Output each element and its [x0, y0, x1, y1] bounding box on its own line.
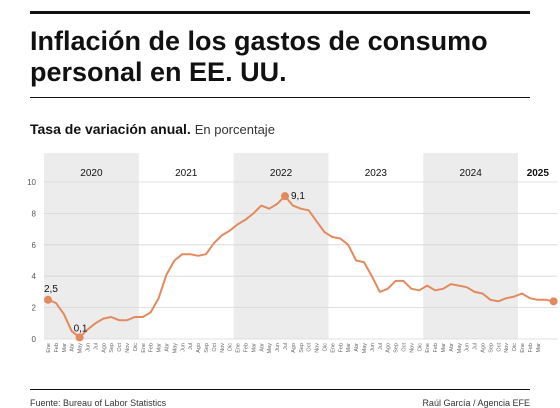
- x-tick-label: Dic: [228, 343, 234, 351]
- year-label: 2024: [460, 168, 483, 179]
- x-tick-label: May: [457, 343, 463, 354]
- x-tick-label: Ene: [141, 343, 147, 353]
- year-label: 2021: [175, 168, 198, 179]
- x-tick-label: Jul: [188, 343, 194, 350]
- x-tick-label: Feb: [244, 343, 250, 352]
- x-tick-label: Mar: [157, 343, 163, 353]
- x-tick-label: Abr: [354, 343, 360, 352]
- page-title: Inflación de los gastos de consumo perso…: [30, 26, 488, 87]
- x-tick-label: Ene: [46, 343, 52, 353]
- data-label: 9,1: [291, 191, 305, 202]
- x-tick-label: Dic: [512, 343, 518, 351]
- y-tick-label: 10: [27, 178, 36, 187]
- x-tick-label: Abr: [449, 343, 455, 352]
- x-tick-label: Feb: [433, 343, 439, 352]
- year-label: 2020: [80, 168, 103, 179]
- x-tick-label: Oct: [117, 343, 123, 352]
- x-tick-label: Abr: [259, 343, 265, 352]
- x-tick-label: Feb: [54, 343, 60, 352]
- x-tick-label: Mar: [251, 343, 257, 353]
- x-tick-label: Jul: [378, 343, 384, 350]
- x-tick-label: Jun: [275, 343, 281, 352]
- title-divider: [30, 97, 530, 98]
- x-tick-label: Feb: [528, 343, 534, 352]
- x-tick-label: Nov: [504, 343, 510, 353]
- x-tick-label: Jun: [465, 343, 471, 352]
- subtitle-note: En porcentaje: [194, 122, 275, 137]
- x-tick-label: Ene: [330, 343, 336, 353]
- x-tick-label: Jul: [93, 343, 99, 350]
- x-tick-label: Jun: [86, 343, 92, 352]
- data-label: 0,1: [74, 323, 88, 334]
- x-tick-label: Mar: [346, 343, 352, 353]
- source-note: Fuente: Bureau of Labor Statistics: [30, 398, 167, 408]
- y-tick-label: 6: [32, 241, 37, 250]
- x-tick-label: Abr: [165, 343, 171, 352]
- x-tick-label: Nov: [220, 343, 226, 353]
- subtitle-main: Tasa de variación anual.: [30, 121, 191, 137]
- year-label: 2022: [270, 168, 293, 179]
- x-tick-label: Dic: [323, 343, 329, 351]
- x-tick-label: Mar: [441, 343, 447, 353]
- year-band-2024: [423, 153, 519, 339]
- x-tick-label: Feb: [149, 343, 155, 352]
- x-tick-label: Ago: [386, 343, 392, 353]
- year-band-2022: [233, 153, 329, 339]
- data-label: 2,5: [44, 284, 58, 295]
- x-tick-label: Dic: [417, 343, 423, 351]
- x-tick-label: May: [362, 343, 368, 354]
- x-tick-label: Sep: [299, 343, 305, 353]
- y-tick-label: 0: [32, 335, 37, 344]
- x-tick-label: Ene: [425, 343, 431, 353]
- data-point: [44, 295, 52, 304]
- series-line: [47, 195, 554, 339]
- y-tick-label: 2: [32, 304, 37, 313]
- x-tick-label: Dic: [133, 343, 139, 351]
- x-tick-label: Oct: [496, 343, 502, 352]
- x-tick-label: Oct: [212, 343, 218, 352]
- x-tick-label: Abr: [70, 343, 76, 352]
- x-tick-label: Sep: [109, 343, 115, 353]
- data-point: [549, 297, 558, 306]
- year-label: 2025: [527, 168, 550, 179]
- x-tick-label: Jul: [473, 343, 479, 350]
- x-tick-label: Jun: [180, 343, 186, 352]
- x-tick-label: Ene: [520, 343, 526, 353]
- x-tick-label: Ago: [101, 343, 107, 353]
- x-tick-label: Nov: [409, 343, 415, 353]
- x-tick-label: Nov: [125, 343, 131, 353]
- x-tick-label: May: [267, 343, 273, 354]
- x-tick-label: Oct: [402, 343, 408, 352]
- credit-note: Raúl García / Agencia EFE: [422, 398, 530, 408]
- x-tick-label: Feb: [338, 343, 344, 352]
- x-tick-label: Sep: [204, 343, 210, 353]
- x-tick-label: Ago: [291, 343, 297, 353]
- chart-subtitle: Tasa de variación anual. En porcentaje: [30, 121, 275, 138]
- x-tick-label: May: [78, 343, 84, 354]
- top-rule: [30, 11, 530, 14]
- data-point: [75, 333, 84, 342]
- year-label: 2023: [365, 168, 388, 179]
- x-tick-label: Jul: [283, 343, 289, 350]
- y-tick-label: 8: [32, 209, 37, 218]
- x-tick-label: Ago: [481, 343, 487, 353]
- y-tick-label: 4: [32, 272, 37, 281]
- x-tick-label: Mar: [62, 343, 68, 353]
- x-tick-label: Mar: [536, 343, 542, 353]
- x-tick-label: Nov: [315, 343, 321, 353]
- data-point: [281, 192, 289, 201]
- x-tick-label: Ene: [236, 343, 242, 353]
- x-tick-label: Sep: [394, 343, 400, 353]
- x-tick-label: Jun: [370, 343, 376, 352]
- x-tick-label: Oct: [307, 343, 313, 352]
- year-band-2020: [44, 153, 139, 339]
- x-tick-label: Ago: [196, 343, 202, 353]
- x-tick-label: Sep: [488, 343, 494, 353]
- footer-rule: [30, 389, 530, 390]
- x-tick-label: May: [172, 343, 178, 354]
